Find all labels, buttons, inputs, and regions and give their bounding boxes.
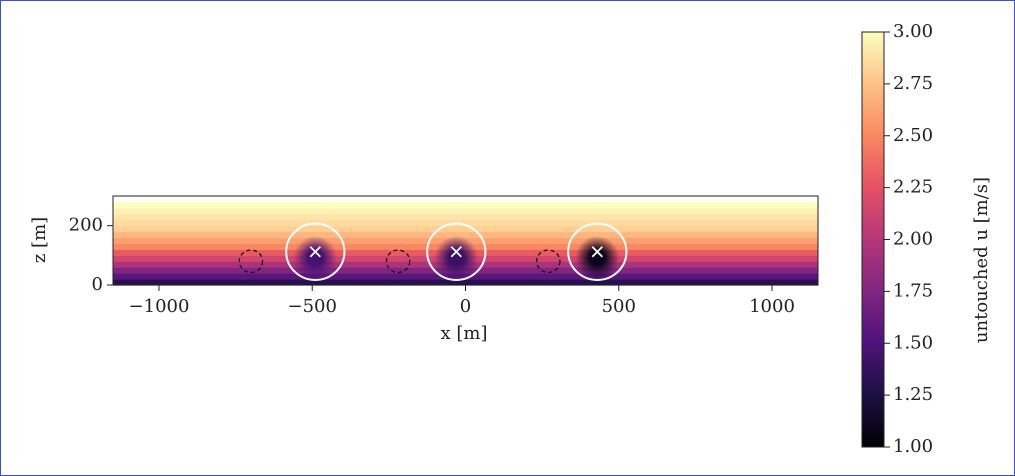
turbine-marker bbox=[309, 246, 321, 258]
wake bbox=[293, 235, 338, 280]
colorbar-tick-label: 1.00 bbox=[893, 436, 933, 457]
dashed-circle bbox=[385, 249, 411, 274]
dashed-circle bbox=[535, 249, 561, 274]
heatmap-row bbox=[113, 225, 818, 233]
colorbar-tick-label: 2.50 bbox=[893, 125, 933, 146]
turbine-marker bbox=[450, 246, 462, 258]
heatmap-row bbox=[113, 231, 818, 239]
colorbar-tick-label: 2.75 bbox=[893, 73, 933, 94]
heatmap-row bbox=[113, 219, 818, 227]
colorbar-tick-label: 1.25 bbox=[893, 384, 933, 405]
heatmap-row bbox=[113, 213, 818, 221]
x-tick-label: −500 bbox=[288, 296, 337, 317]
dashed-circle bbox=[238, 249, 264, 274]
colorbar-tick-label: 1.50 bbox=[893, 332, 933, 353]
colorbar-tick-label: 3.00 bbox=[893, 21, 933, 42]
heatmap-row bbox=[113, 201, 818, 209]
y-axis-label: z [m] bbox=[29, 217, 50, 263]
rotor-circle bbox=[426, 222, 487, 281]
wake bbox=[434, 235, 479, 280]
x-tick-label: 1000 bbox=[749, 296, 795, 317]
colorbar-tick-label: 2.00 bbox=[893, 229, 933, 250]
x-tick-label: 500 bbox=[602, 296, 636, 317]
heatmap-row bbox=[113, 207, 818, 215]
heatmap-row bbox=[113, 279, 818, 286]
x-tick-label: 0 bbox=[460, 296, 471, 317]
colorbar-tick-label: 2.25 bbox=[893, 177, 933, 198]
rotor-circle bbox=[567, 222, 628, 281]
x-tick-label: −1000 bbox=[129, 296, 190, 317]
rotor-circle bbox=[285, 222, 346, 281]
colorbar-label: untouched u [m/s] bbox=[971, 177, 992, 343]
x-axis-label: x [m] bbox=[441, 323, 488, 344]
wake bbox=[575, 235, 620, 280]
colorbar-tick-label: 1.75 bbox=[893, 280, 933, 301]
y-tick-label: 0 bbox=[92, 274, 103, 295]
colorbar bbox=[861, 31, 885, 448]
turbine-marker bbox=[591, 246, 603, 258]
y-tick-label: 200 bbox=[69, 215, 103, 236]
